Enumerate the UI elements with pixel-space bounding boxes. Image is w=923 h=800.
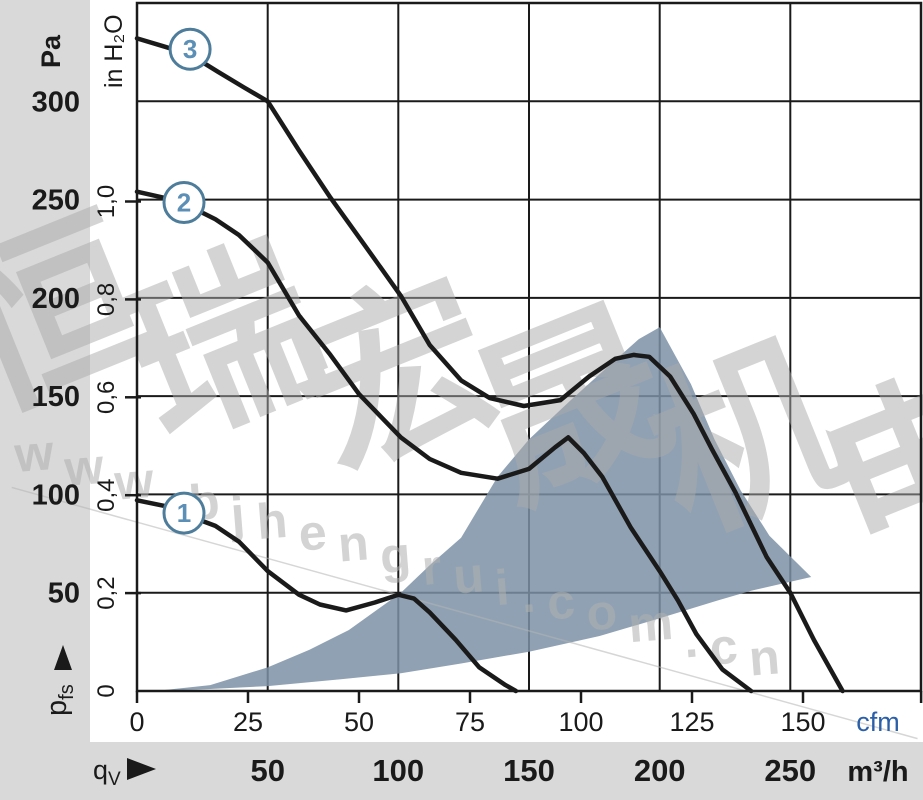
m3h-tick-label: 50 <box>250 753 284 788</box>
cfm-tick-label: 50 <box>344 707 374 737</box>
inh2o-tick-label: 0,4 <box>93 479 120 512</box>
cfm-tick-label: 0 <box>129 707 144 737</box>
qv-main: q <box>93 755 108 785</box>
inh2o-tick-label: 0,6 <box>93 381 120 414</box>
curve-label-number-2: 2 <box>177 188 191 218</box>
curve-number-labels: 1 2 3 <box>162 27 212 535</box>
pfs-axis-label: pfs <box>41 684 78 716</box>
plot-border <box>135 1 923 693</box>
pa-tick-label: 50 <box>48 578 80 610</box>
pa-tick-label: 100 <box>32 479 80 511</box>
qv-sub: V <box>108 769 121 790</box>
m3h-tick-label: 250 <box>764 753 816 788</box>
cfm-tick-label: 100 <box>558 707 603 737</box>
qv-right-arrow-icon <box>127 758 156 780</box>
qv-axis-label: qV <box>93 755 121 790</box>
m3h-unit-label: m³/h <box>847 756 908 788</box>
cfm-unit-label: cfm <box>856 707 900 737</box>
watermark-line <box>11 486 918 740</box>
curve-label-circle-3 <box>168 27 212 71</box>
cfm-tick-label: 150 <box>780 707 825 737</box>
curve-2 <box>134 189 754 694</box>
operating-region <box>155 327 812 691</box>
curve-label-circle-2 <box>162 181 206 224</box>
inh2o-unit-label: in H₂O <box>100 14 128 88</box>
cfm-tick-label: 75 <box>455 707 485 737</box>
pa-unit-label: Pa <box>36 34 66 68</box>
pa-tick-label: 150 <box>32 381 80 413</box>
pfs-up-arrow-icon <box>54 645 72 670</box>
inh2o-tick-label: 1,0 <box>93 185 120 218</box>
m3h-tick-label: 150 <box>503 753 555 788</box>
curve-label-number-1: 1 <box>177 498 191 528</box>
pa-tick-label: 300 <box>32 86 80 118</box>
performance-curves <box>134 36 845 694</box>
pa-tick-label: 250 <box>32 185 80 217</box>
inh2o-tick-label: 0,2 <box>93 576 120 609</box>
pfs-sub: fs <box>56 684 78 700</box>
cfm-tick-label: 25 <box>233 707 263 737</box>
m3h-tick-label: 200 <box>634 753 686 788</box>
curve-1 <box>134 498 519 694</box>
pa-tick-label: 200 <box>32 283 80 315</box>
curve-label-number-3: 3 <box>183 34 197 64</box>
cfm-tick-label: 125 <box>669 707 714 737</box>
inh2o-tick-label: 0 <box>93 684 120 697</box>
operating-region-shape <box>155 327 812 691</box>
curve-label-circle-1 <box>162 491 206 535</box>
axis-ticks <box>125 200 923 703</box>
inh2o-tick-label: 0,8 <box>93 283 120 316</box>
curve-3 <box>134 36 845 694</box>
m3h-tick-label: 100 <box>372 753 424 788</box>
pfs-main: p <box>41 700 73 716</box>
